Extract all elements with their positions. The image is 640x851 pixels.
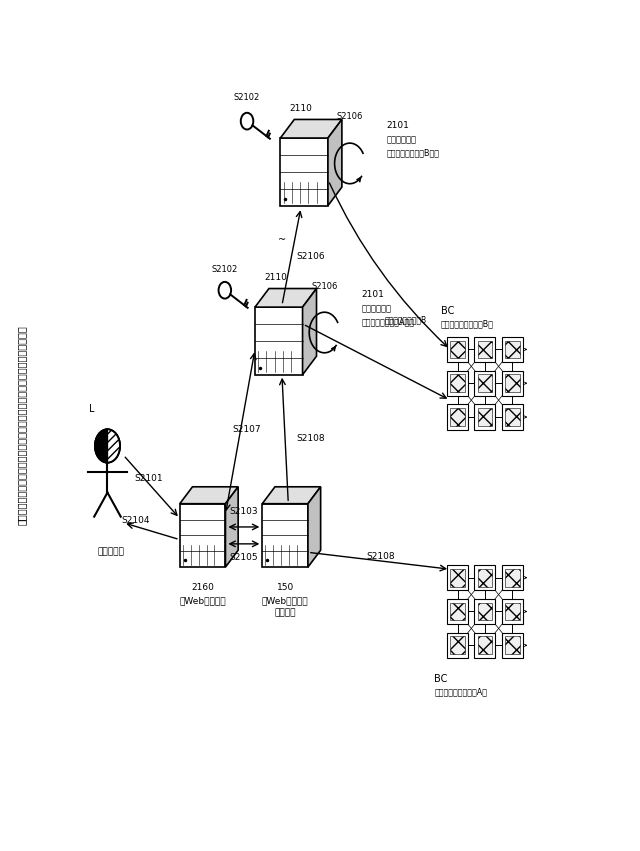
Text: S2107: S2107 — [233, 426, 261, 434]
Bar — [505, 637, 520, 654]
Polygon shape — [303, 288, 317, 374]
Bar — [477, 637, 492, 654]
Text: ブロックチェーンA用）: ブロックチェーンA用） — [361, 318, 414, 327]
Bar — [505, 340, 520, 358]
Text: （署名サーバ: （署名サーバ — [361, 305, 391, 313]
Text: L: L — [89, 403, 94, 414]
Bar — [477, 340, 492, 358]
Text: S2106: S2106 — [311, 282, 338, 290]
Polygon shape — [308, 487, 321, 567]
Polygon shape — [180, 487, 238, 504]
Text: ~: ~ — [278, 235, 286, 244]
Bar — [505, 374, 520, 392]
Polygon shape — [255, 307, 303, 374]
Bar — [502, 370, 523, 396]
Bar — [474, 632, 495, 658]
Text: S2102: S2102 — [212, 265, 238, 273]
Polygon shape — [328, 119, 342, 206]
Bar — [451, 408, 465, 426]
Circle shape — [95, 429, 120, 463]
Bar — [474, 370, 495, 396]
Text: S2108: S2108 — [296, 434, 324, 443]
Text: 2110: 2110 — [289, 104, 312, 113]
Text: S2101: S2101 — [134, 474, 163, 483]
Wedge shape — [95, 429, 108, 463]
Text: 従来技術によるブロックチェーンの代理取引システムの構成例を説明する図: 従来技術によるブロックチェーンの代理取引システムの構成例を説明する図 — [17, 326, 27, 525]
Polygon shape — [280, 138, 328, 206]
Bar — [502, 565, 523, 591]
Text: S2105: S2105 — [230, 553, 258, 562]
Bar — [474, 599, 495, 624]
Bar — [447, 599, 468, 624]
Text: 2160: 2160 — [191, 583, 214, 592]
Polygon shape — [262, 487, 321, 504]
Text: BC: BC — [440, 306, 454, 317]
Polygon shape — [255, 288, 317, 307]
Bar — [474, 337, 495, 362]
Bar — [505, 603, 520, 620]
Polygon shape — [180, 504, 225, 567]
Bar — [447, 632, 468, 658]
Bar — [502, 632, 523, 658]
Text: （利用者）: （利用者） — [97, 548, 124, 557]
Text: 2101: 2101 — [361, 290, 384, 299]
Bar — [451, 340, 465, 358]
Bar — [502, 404, 523, 430]
Bar — [447, 337, 468, 362]
Polygon shape — [225, 487, 238, 567]
Text: （ブロックチェーンA）: （ブロックチェーンA） — [434, 688, 487, 696]
Bar — [505, 408, 520, 426]
Text: S2106: S2106 — [337, 112, 363, 122]
Text: サーバ）: サーバ） — [275, 608, 296, 617]
Bar — [505, 568, 520, 586]
Bar — [502, 337, 523, 362]
Text: 2101: 2101 — [387, 121, 410, 130]
Bar — [451, 637, 465, 654]
Bar — [474, 565, 495, 591]
Bar — [474, 404, 495, 430]
Bar — [451, 603, 465, 620]
Text: ブロックチェーンB: ブロックチェーンB — [385, 316, 427, 324]
Bar — [477, 603, 492, 620]
Bar — [447, 404, 468, 430]
Text: BC: BC — [434, 674, 447, 684]
Bar — [477, 408, 492, 426]
Bar — [447, 370, 468, 396]
Polygon shape — [262, 504, 308, 567]
Text: ブロックチェーンB用）: ブロックチェーンB用） — [387, 149, 440, 157]
Text: 2110: 2110 — [264, 273, 287, 282]
Bar — [451, 374, 465, 392]
Wedge shape — [108, 429, 120, 463]
Text: S2103: S2103 — [230, 507, 258, 517]
Bar — [447, 565, 468, 591]
Bar — [502, 599, 523, 624]
Bar — [451, 568, 465, 586]
Text: 150: 150 — [276, 583, 294, 592]
Text: （Webアプリ用: （Webアプリ用 — [262, 596, 308, 605]
Text: S2104: S2104 — [122, 516, 150, 525]
Bar — [477, 568, 492, 586]
Text: S2106: S2106 — [296, 252, 324, 261]
Text: （署名サーバ: （署名サーバ — [387, 135, 417, 144]
Text: （ブロックチェーンB）: （ブロックチェーンB） — [440, 319, 493, 328]
Text: S2108: S2108 — [366, 552, 395, 561]
Bar — [477, 374, 492, 392]
Polygon shape — [280, 119, 342, 138]
Text: （Webアプリ）: （Webアプリ） — [179, 596, 226, 605]
Text: S2102: S2102 — [234, 93, 260, 102]
